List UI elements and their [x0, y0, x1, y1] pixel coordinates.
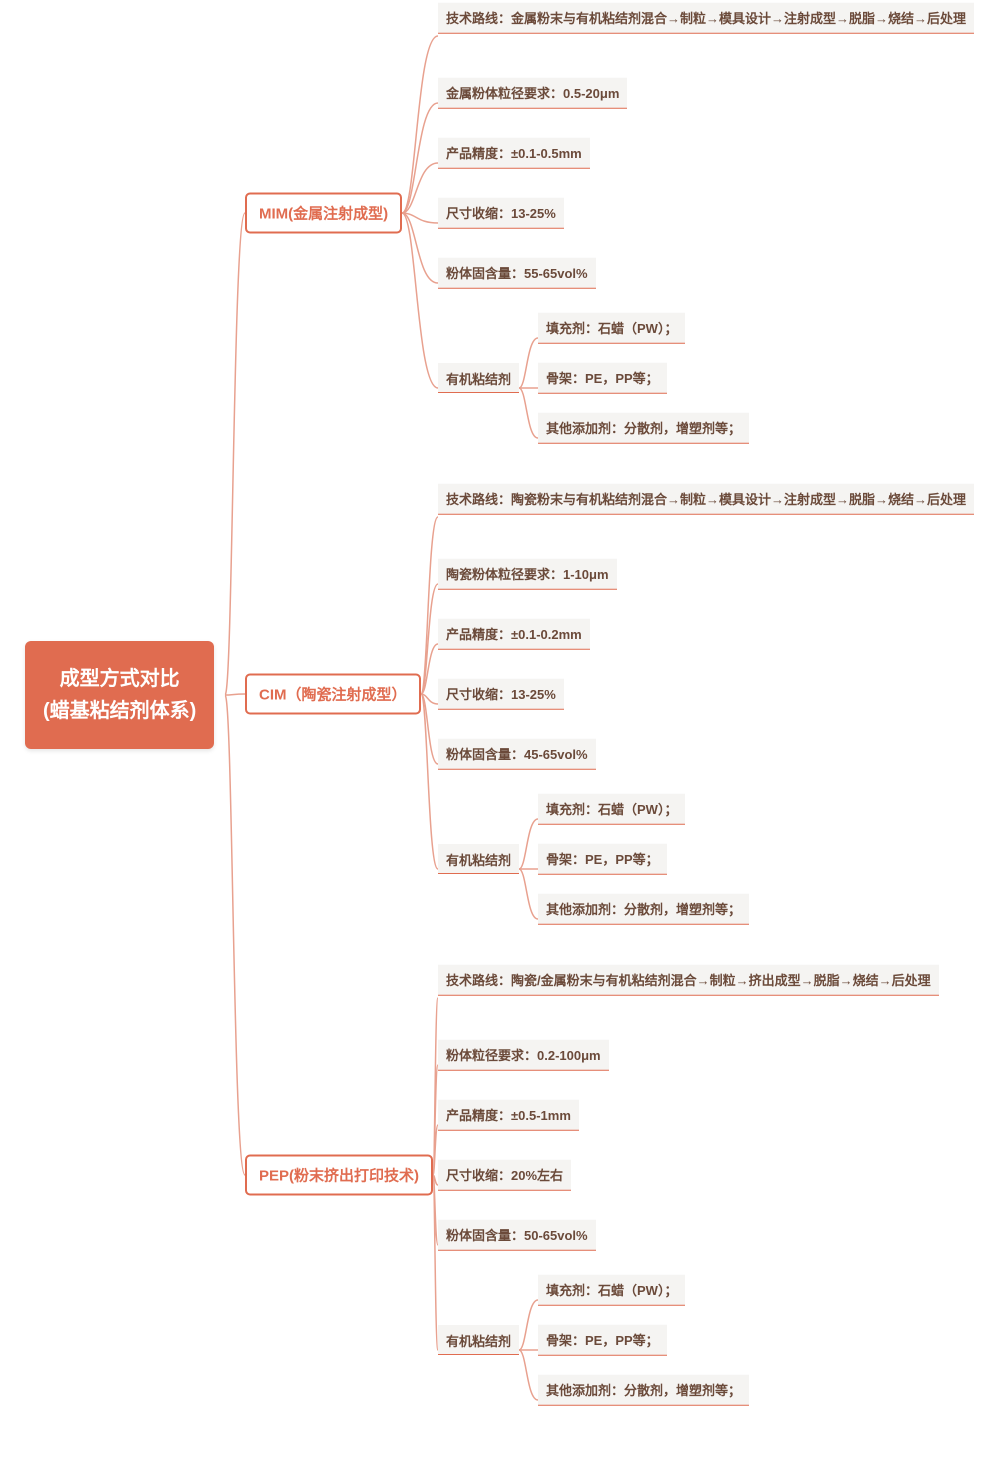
- sub-leaf-node: 其他添加剂：分散剂，增塑剂等；: [538, 894, 749, 925]
- leaf-node: 陶瓷粉体粒径要求：1-10μm: [438, 559, 617, 590]
- leaf-node: 金属粉体粒径要求：0.5-20μm: [438, 78, 627, 109]
- root-node: 成型方式对比 (蜡基粘结剂体系): [25, 641, 214, 749]
- leaf-node: 产品精度：±0.1-0.5mm: [438, 138, 590, 169]
- leaf-node: 粉体固含量：45-65vol%: [438, 739, 596, 770]
- root-line1: 成型方式对比: [43, 663, 196, 695]
- leaf-node: 技术路线：陶瓷粉末与有机粘结剂混合→制粒→模具设计→注射成型→脱脂→烧结→后处理: [438, 484, 974, 515]
- branch-node: MIM(金属注射成型): [245, 193, 402, 234]
- branch-node: PEP(粉末挤出打印技术): [245, 1155, 433, 1196]
- sub-leaf-node: 骨架：PE，PP等；: [538, 844, 667, 875]
- leaf-parent: 有机粘结剂: [438, 844, 519, 874]
- sub-leaf-node: 骨架：PE，PP等；: [538, 1325, 667, 1356]
- sub-leaf-node: 其他添加剂：分散剂，增塑剂等；: [538, 413, 749, 444]
- leaf-node: 尺寸收缩：13-25%: [438, 679, 564, 710]
- sub-leaf-node: 填充剂：石蜡（PW）；: [538, 794, 685, 825]
- sub-leaf-node: 填充剂：石蜡（PW）；: [538, 313, 685, 344]
- leaf-node: 尺寸收缩：13-25%: [438, 198, 564, 229]
- leaf-node: 产品精度：±0.1-0.2mm: [438, 619, 590, 650]
- sub-leaf-node: 其他添加剂：分散剂，增塑剂等；: [538, 1375, 749, 1406]
- leaf-node: 产品精度：±0.5-1mm: [438, 1100, 579, 1131]
- leaf-node: 技术路线：金属粉末与有机粘结剂混合→制粒→模具设计→注射成型→脱脂→烧结→后处理: [438, 3, 974, 34]
- branch-node: CIM（陶瓷注射成型）: [245, 674, 421, 715]
- leaf-node: 粉体固含量：55-65vol%: [438, 258, 596, 289]
- leaf-node: 技术路线：陶瓷/金属粉末与有机粘结剂混合→制粒→挤出成型→脱脂→烧结→后处理: [438, 965, 939, 996]
- sub-leaf-node: 骨架：PE，PP等；: [538, 363, 667, 394]
- leaf-parent: 有机粘结剂: [438, 1325, 519, 1355]
- sub-leaf-node: 填充剂：石蜡（PW）；: [538, 1275, 685, 1306]
- leaf-parent: 有机粘结剂: [438, 363, 519, 393]
- root-line2: (蜡基粘结剂体系): [43, 695, 196, 727]
- leaf-node: 粉体固含量：50-65vol%: [438, 1220, 596, 1251]
- leaf-node: 尺寸收缩：20%左右: [438, 1160, 571, 1191]
- leaf-node: 粉体粒径要求：0.2-100μm: [438, 1040, 609, 1071]
